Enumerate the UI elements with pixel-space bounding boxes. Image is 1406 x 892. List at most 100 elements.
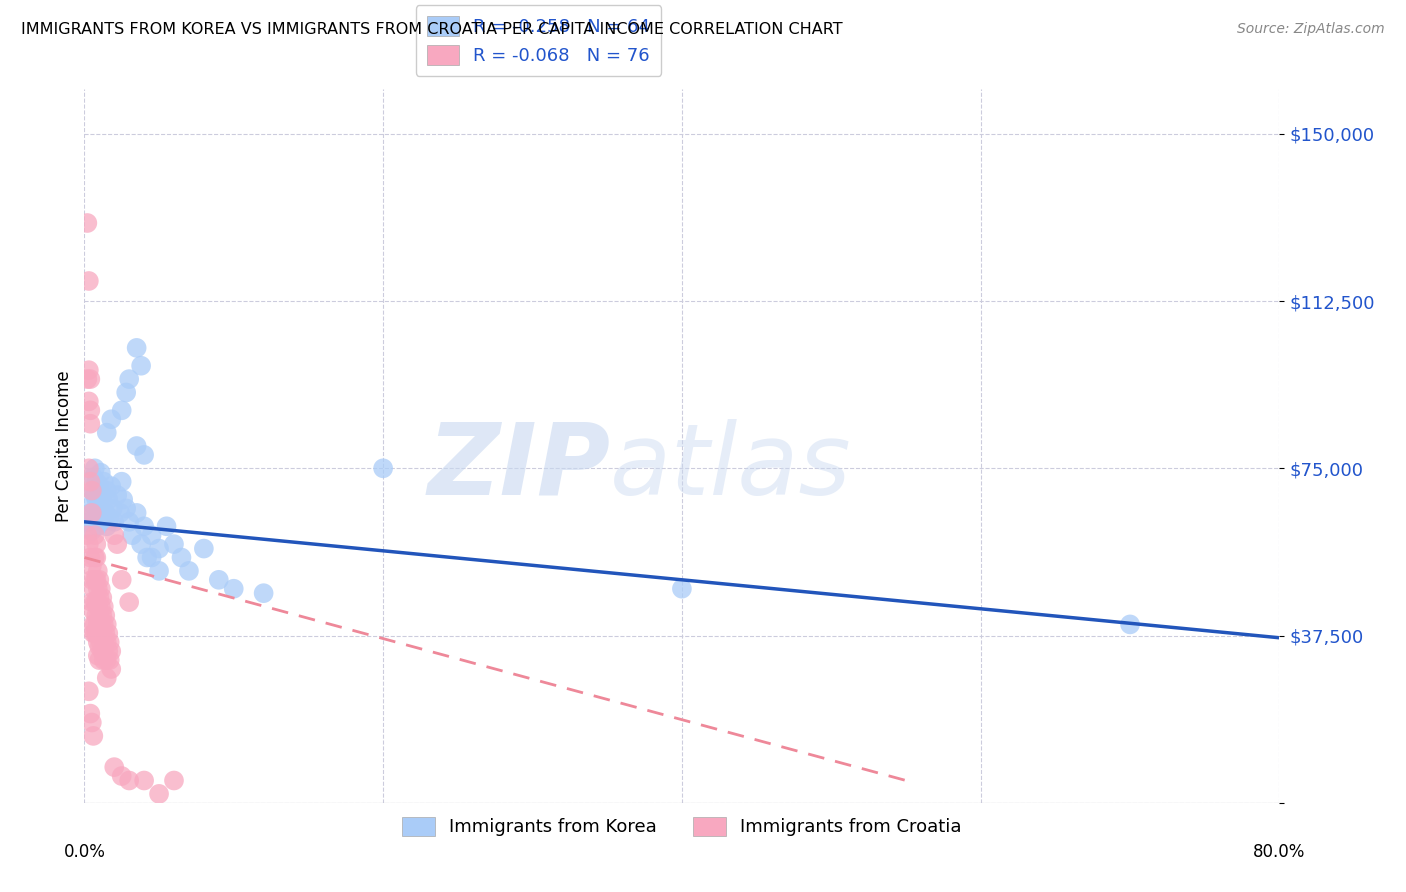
Point xyxy=(80,483,103,498)
Point xyxy=(253,586,276,600)
Text: 80.0%: 80.0% xyxy=(1253,843,1306,861)
Point xyxy=(89,626,111,640)
Point xyxy=(110,506,132,520)
Point xyxy=(96,671,118,685)
Point xyxy=(90,466,112,480)
Point xyxy=(96,653,118,667)
Point xyxy=(87,582,110,596)
Point xyxy=(79,550,101,565)
Point xyxy=(129,537,152,551)
Legend: Immigrants from Korea, Immigrants from Croatia: Immigrants from Korea, Immigrants from C… xyxy=(391,805,973,847)
Point xyxy=(100,479,122,493)
Point xyxy=(77,515,100,529)
Point xyxy=(87,648,110,663)
Point xyxy=(98,653,121,667)
Point xyxy=(87,519,110,533)
Point xyxy=(148,564,170,578)
Point xyxy=(89,653,111,667)
Point xyxy=(105,537,128,551)
Point xyxy=(91,488,114,502)
Point xyxy=(155,519,177,533)
Point xyxy=(94,608,117,623)
Point xyxy=(115,385,138,400)
Point xyxy=(91,644,114,658)
Point xyxy=(79,475,101,489)
Point xyxy=(141,528,163,542)
Point xyxy=(82,483,104,498)
Point xyxy=(93,653,115,667)
Point xyxy=(83,617,105,632)
Point xyxy=(90,501,112,516)
Point xyxy=(79,506,101,520)
Point xyxy=(163,773,186,788)
Point xyxy=(93,599,115,614)
Point xyxy=(100,662,122,676)
Point xyxy=(77,537,100,551)
Point xyxy=(136,550,159,565)
Point xyxy=(79,403,101,417)
Point xyxy=(87,506,110,520)
Point xyxy=(105,488,128,502)
Point xyxy=(77,394,100,409)
Point xyxy=(170,550,193,565)
Point xyxy=(87,564,110,578)
Point xyxy=(118,515,141,529)
Point xyxy=(125,506,148,520)
Point xyxy=(90,617,112,632)
Point xyxy=(222,582,245,596)
Text: ZIP: ZIP xyxy=(427,419,610,516)
Point xyxy=(93,635,115,649)
Point xyxy=(82,617,104,632)
Point xyxy=(96,425,118,440)
Point xyxy=(163,537,186,551)
Point xyxy=(80,524,103,538)
Point xyxy=(97,626,120,640)
Point xyxy=(83,626,105,640)
Point xyxy=(79,706,101,721)
Point xyxy=(80,573,103,587)
Point xyxy=(86,492,108,507)
Point xyxy=(193,541,215,556)
Point xyxy=(125,439,148,453)
Point xyxy=(86,573,108,587)
Point xyxy=(82,604,104,618)
Point xyxy=(129,359,152,373)
Point xyxy=(132,448,156,462)
Point xyxy=(82,470,104,484)
Point xyxy=(101,501,124,516)
Point xyxy=(77,274,100,288)
Point xyxy=(118,372,141,386)
Point xyxy=(100,644,122,658)
Point xyxy=(77,461,100,475)
Point xyxy=(82,582,104,596)
Point xyxy=(148,541,170,556)
Point xyxy=(671,582,693,596)
Text: 0.0%: 0.0% xyxy=(63,843,105,861)
Point xyxy=(90,635,112,649)
Point xyxy=(83,595,105,609)
Point xyxy=(83,528,105,542)
Point xyxy=(93,497,115,511)
Text: Source: ZipAtlas.com: Source: ZipAtlas.com xyxy=(1237,22,1385,37)
Point xyxy=(148,787,170,801)
Point xyxy=(97,492,120,507)
Point xyxy=(79,417,101,431)
Text: atlas: atlas xyxy=(610,419,852,516)
Point xyxy=(96,617,118,632)
Point xyxy=(89,492,111,507)
Point xyxy=(96,519,118,533)
Point xyxy=(208,573,231,587)
Point xyxy=(177,564,200,578)
Point xyxy=(86,595,108,609)
Point xyxy=(80,497,103,511)
Point xyxy=(86,608,108,623)
Point xyxy=(373,461,395,475)
Point xyxy=(80,595,103,609)
Point xyxy=(80,506,103,520)
Point xyxy=(86,537,108,551)
Point xyxy=(76,528,98,542)
Point xyxy=(80,559,103,574)
Point xyxy=(103,528,125,542)
Point xyxy=(94,626,117,640)
Point xyxy=(83,550,105,565)
